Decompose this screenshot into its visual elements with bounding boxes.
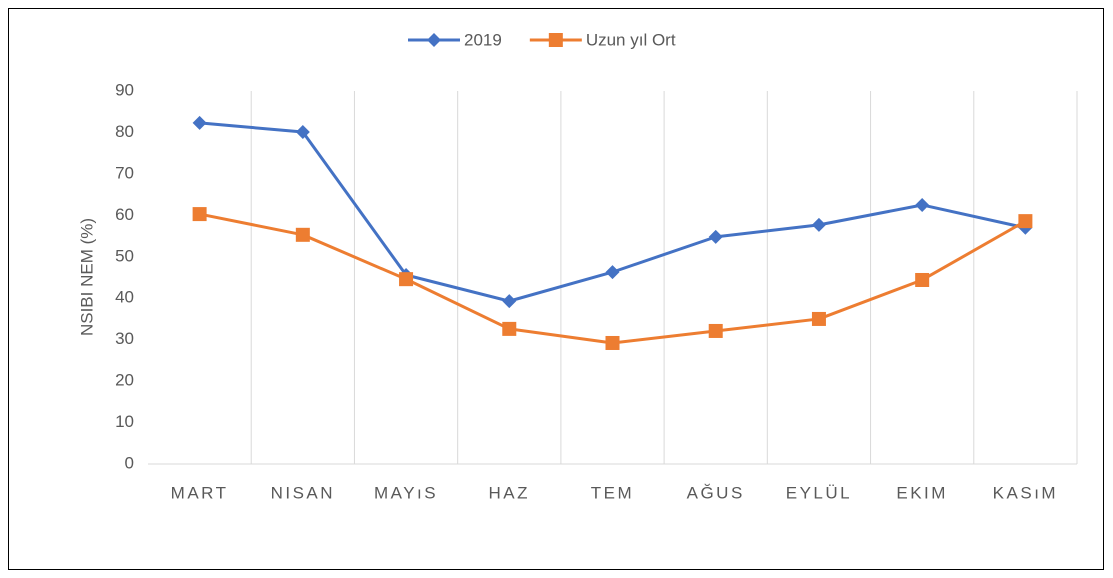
legend-label: 2019 <box>464 30 502 49</box>
data-point <box>708 229 723 244</box>
data-point <box>708 323 723 338</box>
y-tick-label: 60 <box>115 205 134 224</box>
y-axis-label: NSIBI NEM (%) <box>77 218 96 336</box>
data-point <box>192 207 207 222</box>
x-tick-label: EYLÜL <box>786 483 852 502</box>
data-point <box>295 227 310 242</box>
x-tick-label: TEM <box>591 483 634 502</box>
data-point <box>605 265 620 280</box>
data-point <box>192 115 207 130</box>
data-point <box>1018 214 1033 229</box>
y-tick-label: 20 <box>115 371 134 390</box>
data-point <box>399 272 414 287</box>
y-tick-label: 30 <box>115 329 134 348</box>
x-tick-label: KASıM <box>993 483 1058 502</box>
x-tick-label: MART <box>171 483 229 502</box>
data-point <box>811 217 826 232</box>
x-tick-label: NISAN <box>271 483 335 502</box>
data-point <box>811 311 826 326</box>
x-tick-label: MAYıS <box>374 483 438 502</box>
y-tick-label: 90 <box>115 80 134 99</box>
data-point <box>502 321 517 336</box>
y-tick-label: 10 <box>115 412 134 431</box>
data-point <box>605 335 620 350</box>
y-tick-label: 40 <box>115 288 134 307</box>
y-tick-label: 50 <box>115 246 134 265</box>
legend-marker <box>427 33 441 47</box>
data-point <box>915 272 930 287</box>
y-tick-label: 80 <box>115 122 134 141</box>
y-tick-label: 70 <box>115 163 134 182</box>
data-point <box>915 197 930 212</box>
data-point <box>502 294 517 309</box>
legend-marker <box>548 33 563 47</box>
x-tick-label: EKIM <box>896 483 948 502</box>
y-tick-label: 0 <box>125 453 134 472</box>
x-tick-label: HAZ <box>489 483 531 502</box>
x-tick-label: AĞUS <box>687 483 745 502</box>
legend-label: Uzun yıl Ort <box>586 30 676 49</box>
data-point <box>295 125 310 140</box>
